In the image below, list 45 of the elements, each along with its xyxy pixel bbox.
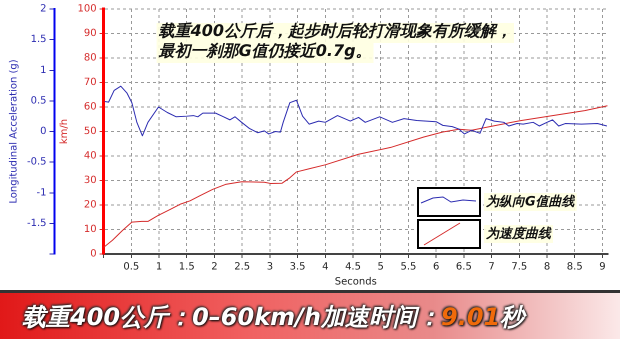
y-tick-label: -1	[36, 187, 47, 198]
annotation: 载重400公斤后，起步时后轮打滑现象有所缓解，	[158, 21, 512, 40]
legend-label: 为纵向G值曲线	[486, 194, 576, 210]
y2-tick-label: 10	[84, 224, 97, 236]
x-tick-label: 8	[544, 262, 550, 273]
x-tick-label: 3	[266, 262, 274, 273]
x-tick-label: 7.5	[511, 262, 528, 273]
y2-tick-label: 60	[84, 102, 97, 113]
y2-tick-label: 20	[84, 200, 97, 211]
y-tick-label: 1	[40, 64, 47, 76]
y2-tick-label: 30	[84, 175, 97, 186]
y-axis-title: Longitudinal Acceleration (g)	[8, 59, 20, 204]
y2-tick-label: 50	[84, 126, 97, 138]
y2-tick-label: 80	[84, 52, 97, 64]
x-tick-label: 5.5	[400, 262, 416, 273]
x-axis-title: Seconds	[334, 276, 377, 288]
x-tick-label: 2.5	[234, 262, 250, 273]
y2-axis-title: km/h	[59, 118, 70, 144]
x-tick-label: 4.5	[345, 262, 361, 273]
y-tick-label: 0.5	[30, 95, 47, 106]
x-tick-label: 5	[378, 262, 384, 273]
y-tick-label: -0.5	[26, 156, 47, 168]
y2-tick-label: 70	[84, 77, 97, 88]
legend-label: 为速度曲线	[486, 225, 552, 242]
y-tick-label: 0	[40, 126, 47, 138]
x-tick-label: 4	[322, 262, 328, 273]
x-tick-label: 0.5	[123, 262, 140, 273]
x-tick-label: 2	[211, 262, 218, 273]
x-tick-label: 7	[488, 262, 495, 273]
y2-tick-label: 100	[78, 4, 97, 15]
x-tick-label: 1.5	[178, 262, 195, 273]
x-tick-label: 3.5	[290, 262, 306, 273]
y-tick-label: 1.5	[30, 34, 47, 46]
annotation: 最初一刹那G值仍接近0.7g。	[158, 41, 372, 60]
x-tick-label: 9	[599, 262, 606, 273]
y-tick-label: -1.5	[26, 218, 47, 229]
y-tick-label: 2	[40, 4, 47, 15]
text: 载重400公斤：0–60km/h加速时间：9.01秒	[0, 290, 620, 339]
y2-tick-label: 90	[84, 28, 97, 40]
y2-tick-label: 0	[90, 248, 97, 260]
x-tick-label: 6	[432, 262, 440, 273]
x-tick-label: 6.5	[456, 262, 472, 273]
x-tick-label: 8.5	[566, 262, 583, 273]
y2-tick-label: 40	[84, 150, 97, 162]
x-tick-label: 1	[156, 262, 162, 273]
